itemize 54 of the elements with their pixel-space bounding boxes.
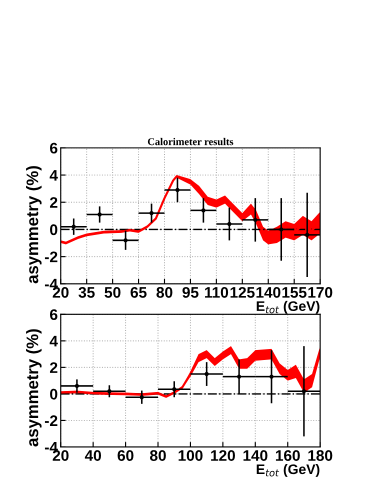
point bbox=[237, 374, 242, 379]
x-tick-label: 120 bbox=[211, 450, 235, 461]
point bbox=[123, 238, 128, 242]
point bbox=[98, 212, 102, 217]
x-tick-label: 140 bbox=[244, 450, 268, 461]
x-tick-label: 160 bbox=[276, 450, 300, 461]
x-tick-label: 20 bbox=[52, 450, 69, 461]
y-tick-label: -2 bbox=[44, 415, 58, 426]
x-tick-label: 95 bbox=[182, 286, 199, 298]
y-tick-label: -4 bbox=[44, 442, 58, 452]
x-axis-title: E$_{tot}$ (GeV) bbox=[256, 300, 320, 314]
point bbox=[204, 372, 209, 376]
y-tick-label: 2 bbox=[50, 362, 58, 373]
x-tick-label: 100 bbox=[178, 450, 203, 461]
x-tick-label: 20 bbox=[52, 286, 69, 298]
point bbox=[72, 224, 76, 229]
y-tick-label: 0 bbox=[50, 388, 58, 400]
x-tick-label: 140 bbox=[256, 286, 280, 298]
point bbox=[269, 374, 274, 379]
point bbox=[201, 208, 206, 212]
x-tick-label: 50 bbox=[104, 286, 120, 298]
point bbox=[74, 384, 80, 388]
x-tick-label: 180 bbox=[308, 450, 332, 461]
y-tick-label: 6 bbox=[50, 309, 58, 320]
y-tick-label: 6 bbox=[50, 142, 58, 154]
point bbox=[140, 395, 144, 400]
point bbox=[107, 389, 112, 394]
point bbox=[175, 188, 180, 192]
point bbox=[279, 227, 284, 232]
y-axis-title: asymmetry (%) bbox=[26, 329, 42, 446]
point bbox=[302, 389, 306, 394]
point bbox=[172, 387, 176, 392]
x-tick-label: 40 bbox=[84, 450, 102, 461]
point bbox=[149, 211, 154, 216]
point bbox=[253, 218, 258, 222]
x-tick-label: 125 bbox=[230, 286, 255, 298]
chart-title: Calorimeter results bbox=[148, 138, 234, 146]
x-tick-label: 110 bbox=[205, 286, 228, 298]
y-axis-title: asymmetry (%) bbox=[26, 166, 42, 284]
y-tick-label: 4 bbox=[50, 336, 58, 346]
point bbox=[305, 232, 310, 237]
point bbox=[227, 222, 232, 226]
x-tick-label: 170 bbox=[308, 286, 332, 298]
x-tick-label: 60 bbox=[118, 450, 134, 461]
x-tick-label: 80 bbox=[156, 286, 172, 298]
x-axis-title: E$_{tot}$ (GeV) bbox=[256, 464, 320, 477]
x-tick-label: 35 bbox=[78, 286, 95, 298]
y-tick-label: -2 bbox=[44, 251, 58, 262]
x-tick-label: 155 bbox=[282, 287, 307, 298]
x-tick-label: 65 bbox=[130, 286, 147, 298]
y-tick-label: 4 bbox=[50, 170, 58, 181]
y-tick-label: 2 bbox=[50, 197, 58, 208]
x-tick-label: 80 bbox=[150, 450, 166, 461]
y-tick-label: 0 bbox=[50, 224, 58, 236]
